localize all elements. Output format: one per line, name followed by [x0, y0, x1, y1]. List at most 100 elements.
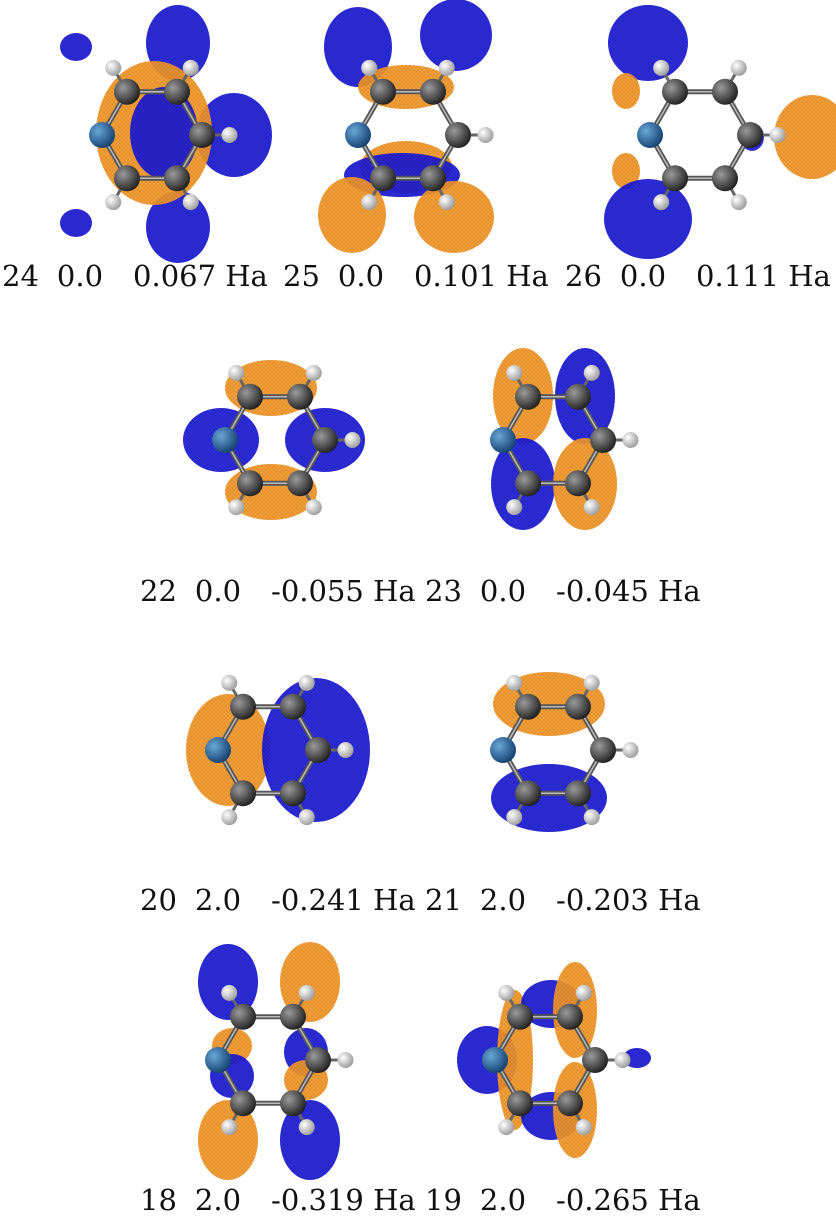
nitrogen-atom [205, 737, 231, 763]
carbon-atom [662, 78, 688, 105]
carbon-atom [515, 470, 541, 497]
hydrogen-atom [182, 194, 199, 211]
hydrogen-atom [614, 1052, 631, 1068]
hydrogen-atom [506, 499, 523, 516]
positive-lobe [414, 181, 494, 253]
orbital-panel-24 [60, 5, 272, 263]
positive-lobe [280, 942, 340, 1022]
carbon-atom [515, 693, 541, 720]
hydrogen-atom [730, 194, 747, 211]
positive-lobe [198, 1100, 258, 1180]
carbon-atom [370, 165, 396, 192]
nitrogen-atom [212, 427, 238, 453]
negative-lobe [60, 33, 92, 61]
hydrogen-atom [506, 674, 523, 691]
carbon-atom [237, 470, 263, 497]
caption-orbital-19: 19 2.0 -0.265 Ha [425, 1183, 701, 1217]
negative-lobe [60, 209, 92, 237]
negative-lobe [130, 87, 198, 179]
orbital-panel-20 [186, 674, 370, 826]
orbital-panel-22 [183, 360, 365, 520]
carbon-atom [565, 383, 591, 410]
negative-lobe [604, 179, 692, 259]
carbon-atom [280, 780, 306, 807]
hydrogen-atom [105, 59, 122, 76]
carbon-atom [507, 1003, 533, 1030]
caption-orbital-25: 25 0.0 0.101 Ha [283, 259, 549, 293]
carbon-atom [230, 1003, 256, 1030]
carbon-atom [280, 1003, 306, 1030]
caption-orbital-18: 18 2.0 -0.319 Ha [140, 1183, 416, 1217]
carbon-atom [280, 1090, 306, 1117]
carbon-atom [287, 470, 313, 497]
caption-orbital-22: 22 0.0 -0.055 Ha [140, 574, 416, 608]
hydrogen-atom [506, 364, 523, 381]
hydrogen-atom [575, 984, 592, 1001]
hydrogen-atom [298, 674, 315, 691]
orbital-panel-25 [318, 0, 494, 253]
carbon-atom [420, 78, 446, 105]
carbon-atom [507, 1090, 533, 1117]
hydrogen-atom [583, 809, 600, 826]
negative-lobe [608, 5, 688, 81]
carbon-atom [737, 122, 763, 148]
hydrogen-atom [221, 674, 238, 691]
carbon-atom [230, 780, 256, 807]
positive-lobe [612, 73, 640, 109]
nitrogen-atom [89, 122, 115, 148]
hydrogen-atom [583, 364, 600, 381]
hydrogen-atom [653, 194, 670, 211]
hydrogen-atom [337, 742, 354, 758]
hydrogen-atom [228, 499, 245, 516]
carbon-atom [515, 383, 541, 410]
orbital-panel-19 [457, 962, 651, 1158]
carbon-atom [565, 693, 591, 720]
carbon-atom [420, 165, 446, 192]
hydrogen-atom [228, 364, 245, 381]
nitrogen-atom [345, 122, 371, 148]
hydrogen-atom [506, 809, 523, 826]
carbon-atom [582, 1047, 608, 1073]
carbon-atom [164, 78, 190, 105]
carbon-atom [590, 737, 616, 763]
hydrogen-atom [730, 59, 747, 76]
hydrogen-atom [583, 499, 600, 516]
negative-lobe [280, 1100, 340, 1180]
negative-lobe [198, 944, 258, 1020]
positive-lobe [612, 153, 640, 189]
carbon-atom [312, 427, 338, 453]
negative-lobe [420, 0, 492, 71]
hydrogen-atom [653, 59, 670, 76]
carbon-atom [590, 427, 616, 453]
hydrogen-atom [298, 809, 315, 826]
carbon-atom [114, 165, 140, 192]
hydrogen-atom [622, 742, 639, 758]
positive-lobe [774, 95, 836, 179]
carbon-atom [712, 165, 738, 192]
hydrogen-atom [583, 674, 600, 691]
carbon-atom [515, 780, 541, 807]
carbon-atom [287, 383, 313, 410]
hydrogen-atom [361, 194, 378, 211]
carbon-atom [445, 122, 471, 148]
orbital-panel-21 [490, 672, 639, 832]
hydrogen-atom [438, 194, 455, 211]
hydrogen-atom [298, 984, 315, 1001]
carbon-atom [305, 1047, 331, 1073]
caption-orbital-24: 24 0.0 0.067 Ha [2, 259, 268, 293]
nitrogen-atom [490, 427, 516, 453]
carbon-atom [565, 780, 591, 807]
carbon-atom [280, 693, 306, 720]
carbon-atom [189, 122, 215, 148]
hydrogen-atom [477, 127, 494, 143]
hydrogen-atom [221, 809, 238, 826]
carbon-atom [114, 78, 140, 105]
orbital-panel-18 [198, 942, 354, 1180]
hydrogen-atom [344, 432, 361, 448]
carbon-atom [237, 383, 263, 410]
hydrogen-atom [221, 984, 238, 1001]
hydrogen-atom [221, 127, 238, 143]
hydrogen-atom [361, 59, 378, 76]
